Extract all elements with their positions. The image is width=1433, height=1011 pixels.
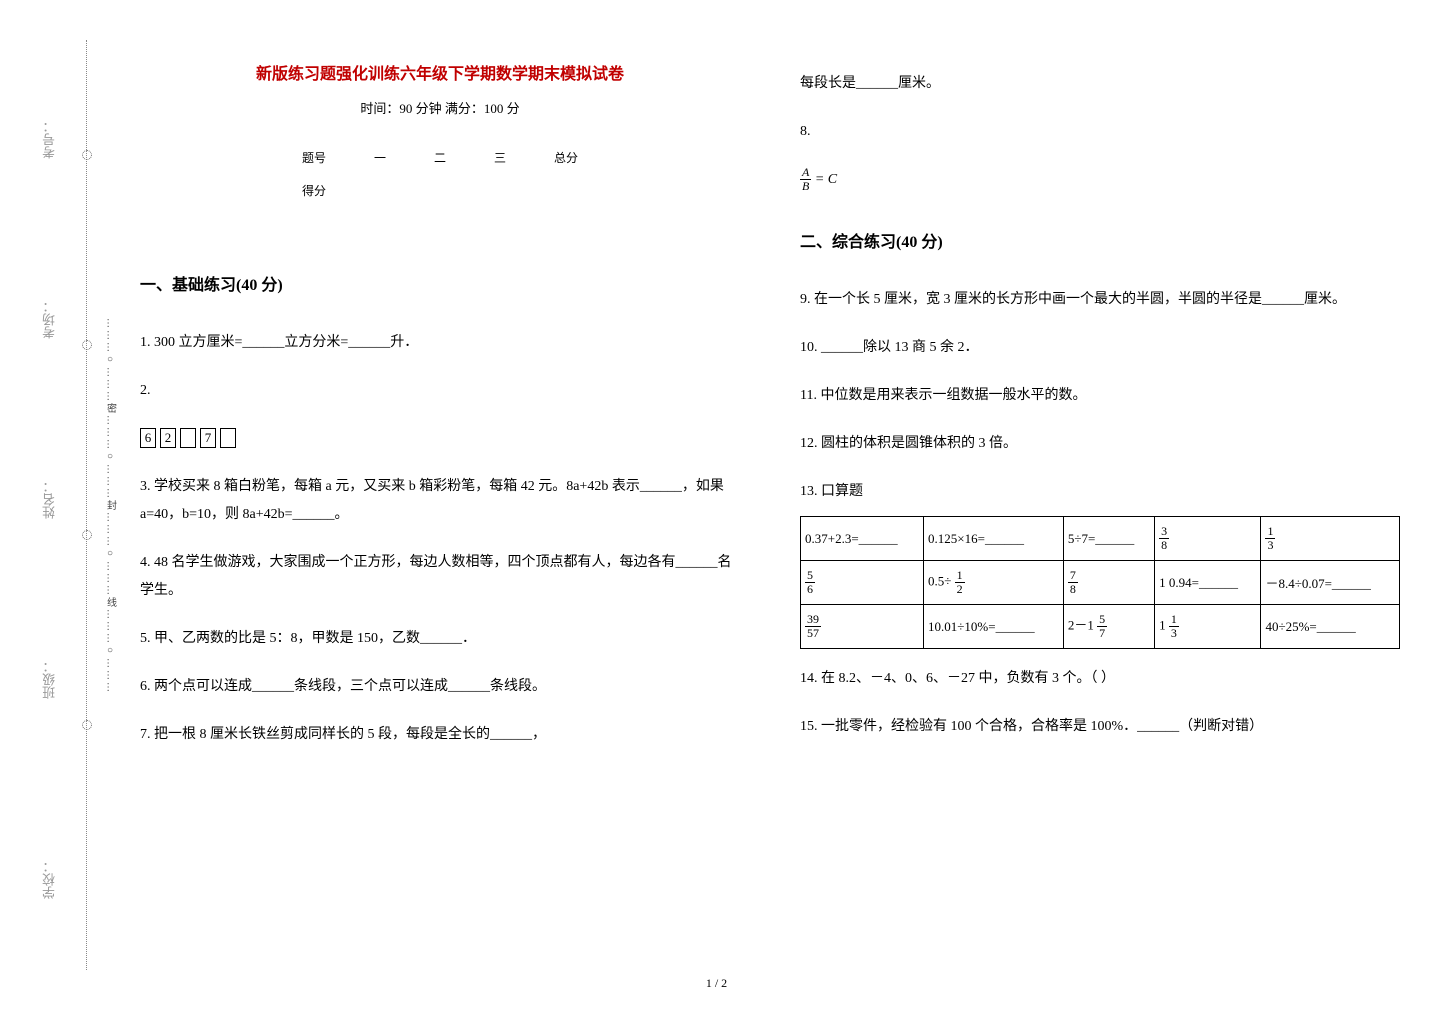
binding-circle-icon <box>82 340 92 350</box>
calc-cell: 56 <box>801 561 924 605</box>
score-header: 三 <box>470 141 530 174</box>
calc-cell: 0.125×16=______ <box>924 517 1064 561</box>
page-content: 新版练习题强化训练六年级下学期数学期末模拟试卷 时间：90 分钟 满分：100 … <box>140 60 1400 759</box>
question-4: 4. 48 名学生做游戏，大家围成一个正方形，每边人数相等，四个顶点都有人，每边… <box>140 549 740 605</box>
page-number: 1 / 2 <box>706 976 727 991</box>
question-2: 2. <box>140 377 740 405</box>
question-9: 9. 在一个长 5 厘米，宽 3 厘米的长方形中画一个最大的半圆，半圆的半径是_… <box>800 286 1400 314</box>
section-1-header: 一、基础练习(40 分) <box>140 271 740 295</box>
question-6: 6. 两个点可以连成______条线段，三个点可以连成______条线段。 <box>140 673 740 701</box>
calc-cell: 40÷25%=______ <box>1261 605 1400 649</box>
question-15: 15. 一批零件，经检验有 100 个合格，合格率是 100%．______（判… <box>800 713 1400 741</box>
digit-box <box>180 428 196 448</box>
calc-cell: 0.37+2.3=______ <box>801 517 924 561</box>
calc-cell: －8.4÷0.07=______ <box>1261 561 1400 605</box>
question-2-boxes: 6 2 7 <box>140 425 740 453</box>
question-14: 14. 在 8.2、－4、0、6、－27 中，负数有 3 个。（ ） <box>800 665 1400 693</box>
digit-box: 6 <box>140 428 156 448</box>
question-13: 13. 口算题 <box>800 478 1400 506</box>
score-table: 题号 一 二 三 总分 得分 <box>278 141 602 207</box>
binding-circle-icon <box>82 720 92 730</box>
question-10: 10. ______除以 13 商 5 余 2． <box>800 334 1400 362</box>
label-name: 姓名： <box>40 480 59 519</box>
binding-dotted-line <box>86 40 87 970</box>
digit-box <box>220 428 236 448</box>
calc-cell: 10.01÷10%=______ <box>924 605 1064 649</box>
right-column: 每段长是______厘米。 8. A B = C 二、综合练习(40 分) 9.… <box>800 60 1400 759</box>
question-8-label: 8. <box>800 118 1400 146</box>
score-label: 得分 <box>278 174 350 207</box>
digit-box: 2 <box>160 428 176 448</box>
score-cell <box>350 174 410 207</box>
score-header: 一 <box>350 141 410 174</box>
question-3: 3. 学校买来 8 箱白粉笔，每箱 a 元，又买来 b 箱彩粉笔，每箱 42 元… <box>140 473 740 529</box>
score-header: 题号 <box>278 141 350 174</box>
calc-cell: 78 <box>1063 561 1154 605</box>
label-class: 班级： <box>40 660 59 699</box>
calc-cell: 13 <box>1261 517 1400 561</box>
question-7: 7. 把一根 8 厘米长铁丝剪成同样长的 5 段，每段是全长的______， <box>140 721 740 749</box>
question-5: 5. 甲、乙两数的比是 5：8，甲数是 150，乙数______． <box>140 625 740 653</box>
calc-cell: 5÷7=______ <box>1063 517 1154 561</box>
question-2-label: 2. <box>140 383 151 398</box>
question-11: 11. 中位数是用来表示一组数据一般水平的数。 <box>800 382 1400 410</box>
exam-sidebar: 考号： 考场： 姓名： 班级： 学校： ………○………密………○………封………○… <box>0 0 120 1011</box>
label-exam-room: 考场： <box>40 300 59 339</box>
question-1: 1. 300 立方厘米=______立方分米=______升． <box>140 329 740 357</box>
equation-rhs: = C <box>815 172 837 187</box>
score-cell <box>470 174 530 207</box>
frac-denominator: B <box>800 180 811 193</box>
calc-cell: 1 0.94=______ <box>1155 561 1261 605</box>
score-cell <box>410 174 470 207</box>
binding-circle-icon <box>82 150 92 160</box>
calc-cell: 0.5÷ 12 <box>924 561 1064 605</box>
question-12: 12. 圆柱的体积是圆锥体积的 3 倍。 <box>800 430 1400 458</box>
calc-cell: 2－1 57 <box>1063 605 1154 649</box>
score-header: 二 <box>410 141 470 174</box>
label-school: 学校： <box>40 860 59 899</box>
calc-cell: 3957 <box>801 605 924 649</box>
calculation-table: 0.37+2.3=______ 0.125×16=______ 5÷7=____… <box>800 516 1400 649</box>
calc-cell: 1 13 <box>1155 605 1261 649</box>
question-7-continued: 每段长是______厘米。 <box>800 70 1400 98</box>
score-cell <box>530 174 602 207</box>
exam-title: 新版练习题强化训练六年级下学期数学期末模拟试卷 <box>140 60 740 84</box>
digit-box: 7 <box>200 428 216 448</box>
calc-cell: 38 <box>1155 517 1261 561</box>
label-exam-number: 考号： <box>40 120 59 159</box>
score-header: 总分 <box>530 141 602 174</box>
frac-numerator: A <box>800 166 811 180</box>
exam-subtitle: 时间：90 分钟 满分：100 分 <box>140 98 740 117</box>
binding-circle-icon <box>82 530 92 540</box>
left-column: 新版练习题强化训练六年级下学期数学期末模拟试卷 时间：90 分钟 满分：100 … <box>140 60 740 759</box>
question-8: A B = C <box>800 166 1400 194</box>
section-2-header: 二、综合练习(40 分) <box>800 228 1400 252</box>
binding-text: ………○………密………○………封………○………线………○……… <box>100 0 120 1011</box>
